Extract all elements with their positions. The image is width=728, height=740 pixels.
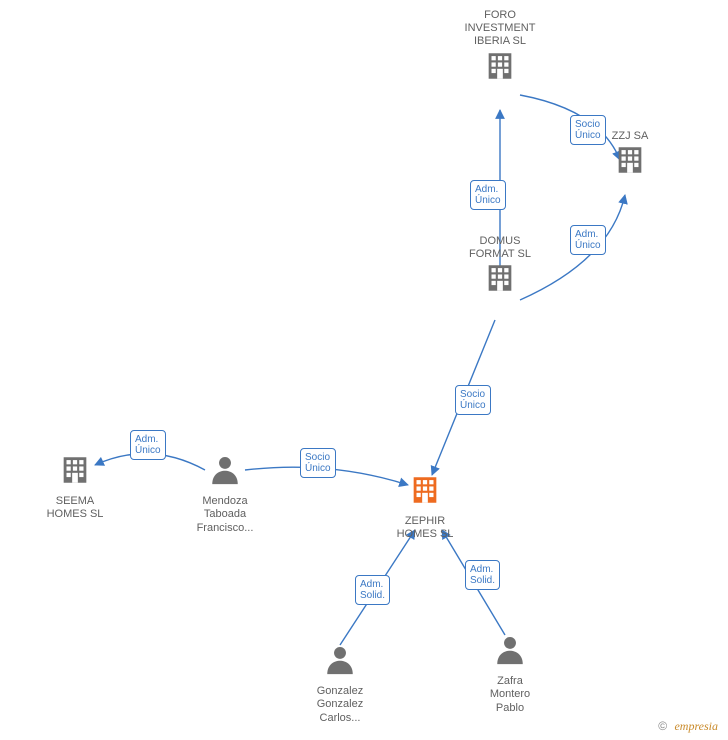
building-icon — [613, 143, 647, 177]
building-icon — [58, 453, 92, 487]
edge-label-e8: Adm. Solid. — [465, 560, 500, 590]
node-label: DOMUSFORMAT SL — [450, 235, 550, 261]
diagram-canvas: FOROINVESTMENTIBERIA SL ZZJ SA DOMUSFORM… — [0, 0, 728, 740]
building-icon — [408, 473, 442, 507]
person-icon — [493, 633, 527, 667]
node-zephir[interactable]: ZEPHIRHOMES SL — [375, 473, 475, 542]
edge-label-e6: Adm. Único — [130, 430, 166, 460]
edge-label-e2: Socio Único — [570, 115, 606, 145]
node-label: GonzalezGonzalezCarlos... — [290, 685, 390, 725]
edges-layer — [0, 0, 728, 740]
footer: © empresia — [658, 719, 718, 734]
edge-label-e3: Adm. Único — [570, 225, 606, 255]
edge-label-e7: Adm. Solid. — [355, 575, 390, 605]
node-zafra[interactable]: ZafraMonteroPablo — [460, 633, 560, 715]
edge-label-e4: Socio Único — [455, 385, 491, 415]
person-icon — [208, 453, 242, 487]
building-icon — [483, 49, 517, 83]
building-icon — [483, 261, 517, 295]
copyright-symbol: © — [658, 719, 667, 733]
edge-label-e1: Adm. Único — [470, 180, 506, 210]
node-mendoza[interactable]: MendozaTaboadaFrancisco... — [175, 453, 275, 535]
edge-label-e5: Socio Único — [300, 448, 336, 478]
node-label: ZafraMonteroPablo — [460, 675, 560, 715]
node-domus[interactable]: DOMUSFORMAT SL — [450, 231, 550, 300]
node-label: FOROINVESTMENTIBERIA SL — [450, 9, 550, 49]
node-label: ZEPHIRHOMES SL — [375, 515, 475, 541]
brand-name: empresia — [674, 719, 718, 733]
person-icon — [323, 643, 357, 677]
node-label: MendozaTaboadaFrancisco... — [175, 495, 275, 535]
node-foro[interactable]: FOROINVESTMENTIBERIA SL — [450, 5, 550, 87]
node-gonzalez[interactable]: GonzalezGonzalezCarlos... — [290, 643, 390, 725]
node-seema[interactable]: SEEMAHOMES SL — [25, 453, 125, 522]
node-label: SEEMAHOMES SL — [25, 495, 125, 521]
